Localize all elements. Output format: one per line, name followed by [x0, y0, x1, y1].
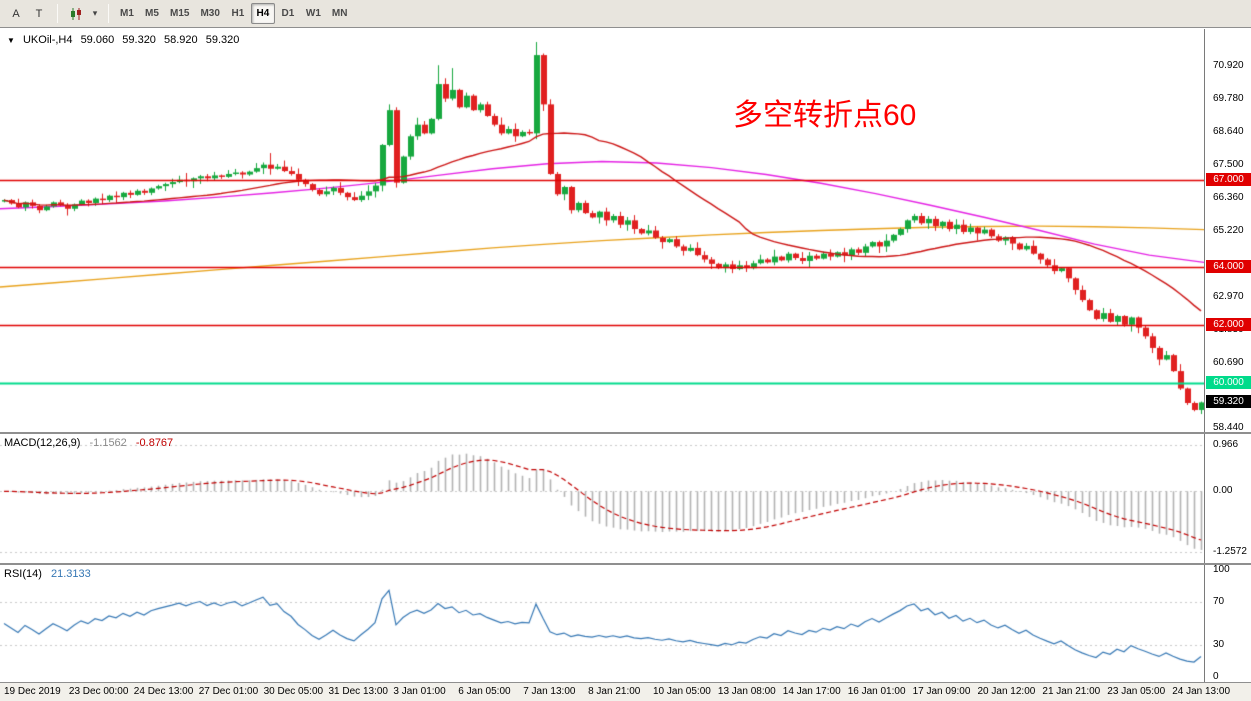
- macd-name: MACD(12,26,9): [4, 437, 81, 449]
- panel-splitter[interactable]: [0, 563, 1251, 565]
- macd-signal-value: -0.8767: [135, 437, 174, 449]
- timeframe-button-h1[interactable]: H1: [231, 8, 245, 19]
- time-label: 19 Dec 2019: [4, 686, 61, 697]
- macd-canvas[interactable]: [0, 434, 1204, 563]
- time-label: 23 Jan 05:00: [1107, 686, 1166, 697]
- rsi-tick-label: 30: [1213, 638, 1225, 650]
- macd-main-value: -1.1562: [89, 437, 127, 449]
- rsi-tick-label: 70: [1213, 596, 1225, 608]
- panel-splitter[interactable]: [0, 432, 1251, 434]
- time-axis[interactable]: 19 Dec 2019 23 Dec 00:00 24 Dec 13:00 27 De…: [0, 683, 1251, 701]
- timeframe-button-m15[interactable]: M15: [170, 8, 190, 19]
- timeframe-group: M1 M5 M15 M30 H1 H4 D1 W1 MN: [115, 3, 353, 24]
- toolbar: A T ▾ M1 M5 M15 M30 H1 H4 D1 W1 MN: [0, 0, 1251, 28]
- price-tick-label: 62.970: [1213, 290, 1244, 302]
- timeframe-button-h4[interactable]: H4: [250, 3, 275, 24]
- macd-axis[interactable]: 0.966 0.00 -1.2572: [1204, 434, 1251, 563]
- cursor-tool-button[interactable]: A: [12, 7, 20, 20]
- chart-style-button[interactable]: [64, 3, 88, 24]
- symbol-name: UKOil-,H4: [22, 34, 73, 46]
- timeframe-button-w1[interactable]: W1: [305, 8, 321, 19]
- time-label: 23 Dec 00:00: [68, 686, 129, 697]
- price-tick-label: 65.220: [1213, 225, 1244, 237]
- toolbar-separator: [57, 4, 58, 23]
- level-price-badge: 67.000: [1206, 172, 1251, 186]
- chart-annotation-text: 多空转折点60: [733, 99, 917, 132]
- time-label: 7 Jan 13:00: [523, 686, 576, 697]
- time-label: 6 Jan 05:00: [458, 686, 511, 697]
- time-label: 16 Jan 01:00: [847, 686, 906, 697]
- time-label: 24 Dec 13:00: [133, 686, 194, 697]
- time-label: 3 Jan 01:00: [393, 686, 446, 697]
- timeframe-button-m5[interactable]: M5: [145, 8, 159, 19]
- time-label: 14 Jan 17:00: [782, 686, 841, 697]
- macd-tick-label: -1.2572: [1213, 545, 1247, 557]
- time-label: 30 Dec 05:00: [263, 686, 324, 697]
- time-label: 24 Jan 13:00: [1172, 686, 1231, 697]
- price-tick-label: 58.440: [1213, 421, 1244, 433]
- rsi-canvas[interactable]: [0, 565, 1204, 682]
- current-price-badge: 59.320: [1206, 395, 1251, 409]
- time-label: 17 Jan 09:00: [912, 686, 971, 697]
- ohlc-close: 59.320: [205, 34, 240, 46]
- ohlc-high: 59.320: [122, 34, 156, 46]
- chart-style-dropdown-caret[interactable]: ▾: [92, 8, 98, 18]
- rsi-axis[interactable]: 100 70 30 0: [1204, 564, 1251, 682]
- ohlc-open: 59.060: [80, 34, 115, 46]
- rsi-tick-label: 100: [1213, 564, 1230, 575]
- price-tick-label: 66.360: [1213, 192, 1244, 204]
- macd-tick-label: 0.966: [1213, 438, 1239, 450]
- price-tick-label: 60.690: [1213, 356, 1244, 368]
- price-tick-label: 68.640: [1213, 126, 1244, 138]
- price-tick-label: 70.920: [1213, 60, 1244, 72]
- timeframe-button-m30[interactable]: M30: [200, 8, 220, 19]
- price-tick-label: 67.500: [1213, 159, 1244, 171]
- time-label: 13 Jan 08:00: [717, 686, 776, 697]
- candlestick-icon: [71, 7, 81, 20]
- panel-splitter: [0, 682, 1251, 683]
- timeframe-button-m1[interactable]: M1: [120, 8, 134, 19]
- rsi-name: RSI(14): [4, 568, 42, 580]
- toolbar-separator: [108, 4, 109, 23]
- rsi-indicator-label: RSI(14) 21.3133: [4, 568, 97, 580]
- rsi-tick-label: 0: [1213, 671, 1219, 682]
- main-chart-canvas[interactable]: [0, 29, 1204, 432]
- text-tool-button[interactable]: T: [35, 7, 43, 20]
- price-tick-label: 69.780: [1213, 93, 1244, 105]
- timeframe-button-mn[interactable]: MN: [331, 8, 348, 19]
- timeframe-button-d1[interactable]: D1: [281, 8, 295, 19]
- ohlc-low: 58.920: [164, 34, 198, 46]
- time-label: 31 Dec 13:00: [328, 686, 389, 697]
- time-label: 27 Dec 01:00: [198, 686, 259, 697]
- level-price-badge: 62.000: [1206, 317, 1251, 331]
- level-price-badge: 60.000: [1206, 375, 1251, 389]
- time-label: 21 Jan 21:00: [1042, 686, 1101, 697]
- time-label: 10 Jan 05:00: [653, 686, 711, 697]
- level-price-badge: 64.000: [1206, 259, 1251, 273]
- symbol-info: ▼ UKOil-,H4 59.060 59.320 58.920 59.320: [7, 34, 244, 46]
- time-label: 20 Jan 12:00: [977, 686, 1036, 697]
- symbol-marker-icon: ▼: [7, 36, 15, 45]
- rsi-value: 21.3133: [50, 568, 91, 580]
- price-axis[interactable]: 70.920 69.780 68.640 67.500 66.360 65.220 62.9…: [1204, 29, 1251, 433]
- time-label: 8 Jan 21:00: [588, 686, 641, 697]
- macd-tick-label: 0.00: [1213, 485, 1233, 497]
- macd-indicator-label: MACD(12,26,9) -1.1562 -0.8767: [4, 437, 179, 449]
